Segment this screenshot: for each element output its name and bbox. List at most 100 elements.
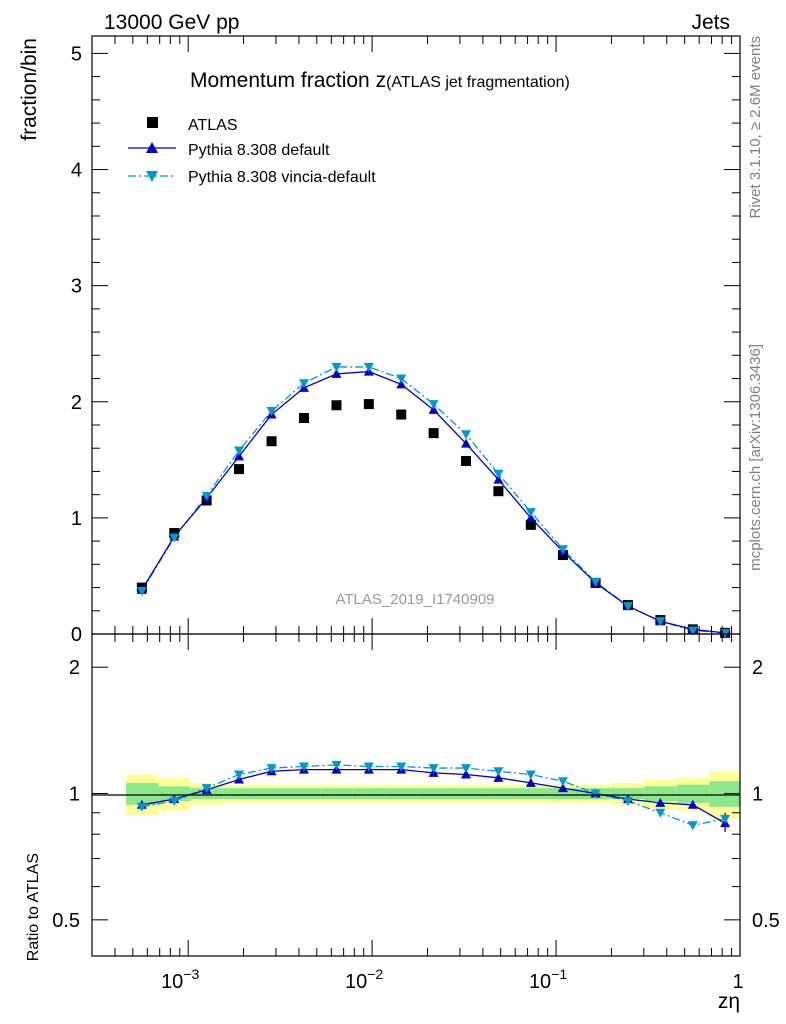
data-point-pythia-vincia xyxy=(234,446,245,456)
legend-label-pythia-vincia: Pythia 8.308 vincia-default xyxy=(188,169,376,186)
data-point-atlas xyxy=(331,400,342,411)
data-point-pythia-vincia xyxy=(590,577,601,587)
legend-label-pythia-default: Pythia 8.308 default xyxy=(188,142,330,159)
ratio-panel-series xyxy=(136,760,731,832)
ratio-y-tick-label-right: 2 xyxy=(752,657,763,679)
data-point-pythia-vincia xyxy=(428,400,439,410)
data-point-atlas xyxy=(396,409,407,420)
axis-ticks xyxy=(91,36,741,956)
data-point-atlas xyxy=(266,436,277,447)
data-point-atlas xyxy=(525,519,536,530)
ratio-band-inner xyxy=(547,788,580,800)
data-point-pythia-vincia xyxy=(557,545,568,555)
ratio-band-inner xyxy=(126,782,159,805)
chart-title: Momentum fraction z(ATLAS jet fragmentat… xyxy=(190,69,570,92)
legend-label-atlas: ATLAS xyxy=(188,117,238,134)
ratio-y-tick-label-left: 1 xyxy=(69,784,80,806)
main-panel-series xyxy=(136,362,731,638)
legend: ATLAS Pythia 8.308 default Pythia 8.308 … xyxy=(128,117,376,186)
data-point-atlas xyxy=(234,464,245,475)
rivet-label: Rivet 3.1.10, ≥ 2.6M events xyxy=(747,36,764,219)
ratio-band-inner xyxy=(352,788,386,800)
data-point-pythia-vincia xyxy=(266,407,277,417)
data-point-pythia-vincia xyxy=(655,617,666,627)
ratio-band-inner xyxy=(449,788,483,800)
ratio-y-axis-label: Ratio to ATLAS xyxy=(25,853,42,961)
ratio-point-pythia-vincia xyxy=(396,762,407,772)
ratio-band-inner xyxy=(320,788,353,800)
data-point-pythia-default xyxy=(331,368,342,378)
y-tick-label: 1 xyxy=(71,508,82,530)
x-tick-label: 1 xyxy=(732,971,743,993)
ratio-point-pythia-vincia xyxy=(557,777,568,787)
y-axis-label: fraction/bin xyxy=(18,38,41,141)
ratio-point-pythia-vincia xyxy=(234,770,245,780)
ratio-y-tick-label-right: 0.5 xyxy=(752,910,780,932)
data-point-atlas xyxy=(363,399,374,410)
ratio-y-tick-label-right: 1 xyxy=(752,784,763,806)
data-point-pythia-default xyxy=(428,404,439,414)
ratio-point-pythia-default xyxy=(461,769,472,779)
ratio-point-pythia-vincia xyxy=(493,767,504,777)
data-point-pythia-vincia xyxy=(461,430,472,440)
x-tick-label: 10−1 xyxy=(529,966,567,993)
y-tick-label: 2 xyxy=(71,392,82,414)
ratio-point-pythia-vincia xyxy=(428,764,439,774)
ratio-point-pythia-vincia xyxy=(169,796,180,806)
ratio-point-pythia-vincia xyxy=(687,821,698,831)
ratio-point-pythia-vincia xyxy=(331,760,342,770)
legend-marker-square-icon xyxy=(147,117,158,128)
ratio-band-inner xyxy=(482,788,515,800)
data-point-pythia-vincia xyxy=(136,587,147,597)
ratio-point-pythia-vincia xyxy=(590,789,601,799)
ratio-panel-frame xyxy=(91,633,741,957)
ratio-band-inner xyxy=(514,788,548,800)
ratio-point-pythia-default xyxy=(557,783,568,793)
x-tick-label: 10−2 xyxy=(345,966,383,993)
data-point-pythia-vincia xyxy=(525,508,536,518)
data-point-pythia-vincia xyxy=(298,379,309,389)
ratio-point-pythia-vincia xyxy=(266,764,277,774)
ratio-band-inner xyxy=(676,784,710,803)
ratio-point-pythia-vincia xyxy=(201,784,212,794)
data-point-pythia-default xyxy=(461,438,472,448)
ratio-point-pythia-vincia xyxy=(622,796,633,806)
legend-marker-triangle-down-icon xyxy=(146,171,158,182)
process-label: Jets xyxy=(691,11,730,34)
ratio-band-inner xyxy=(644,786,677,801)
ratio-band-inner xyxy=(288,788,321,800)
ratio-point-pythia-vincia xyxy=(461,764,472,774)
ratio-point-pythia-default xyxy=(525,777,536,787)
data-point-atlas xyxy=(428,428,439,439)
data-point-pythia-default xyxy=(396,379,407,389)
legend-item-pythia-vincia: Pythia 8.308 vincia-default xyxy=(128,169,376,186)
ratio-band-inner xyxy=(255,788,289,800)
y-tick-label: 3 xyxy=(71,276,82,298)
ratio-point-pythia-vincia xyxy=(720,814,731,824)
data-point-pythia-vincia xyxy=(687,626,698,636)
data-point-pythia-default xyxy=(234,451,245,461)
ratio-point-pythia-vincia xyxy=(363,762,374,772)
ratio-point-pythia-vincia xyxy=(136,802,147,812)
ratio-point-pythia-default xyxy=(687,799,698,809)
data-point-atlas xyxy=(461,455,472,466)
y-tick-label: 4 xyxy=(71,160,82,182)
ratio-band-inner xyxy=(611,788,645,800)
analysis-watermark: ATLAS_2019_I1740909 xyxy=(335,591,494,608)
ratio-point-pythia-default xyxy=(493,772,504,782)
data-point-pythia-vincia xyxy=(396,374,407,384)
ratio-band-inner xyxy=(223,788,256,800)
beam-label: 13000 GeV pp xyxy=(104,11,239,34)
legend-item-pythia-default: Pythia 8.308 default xyxy=(128,142,330,159)
data-point-atlas xyxy=(493,486,504,497)
data-point-pythia-vincia xyxy=(493,469,504,479)
ratio-point-pythia-vincia xyxy=(655,808,666,818)
x-tick-label: 10−3 xyxy=(161,966,199,993)
legend-marker-triangle-up-icon xyxy=(146,142,158,153)
data-point-pythia-vincia xyxy=(363,362,374,372)
data-point-pythia-default xyxy=(493,474,504,484)
ratio-point-pythia-vincia xyxy=(525,770,536,780)
y-tick-label: 0 xyxy=(71,624,82,646)
ratio-band-inner xyxy=(417,788,450,800)
